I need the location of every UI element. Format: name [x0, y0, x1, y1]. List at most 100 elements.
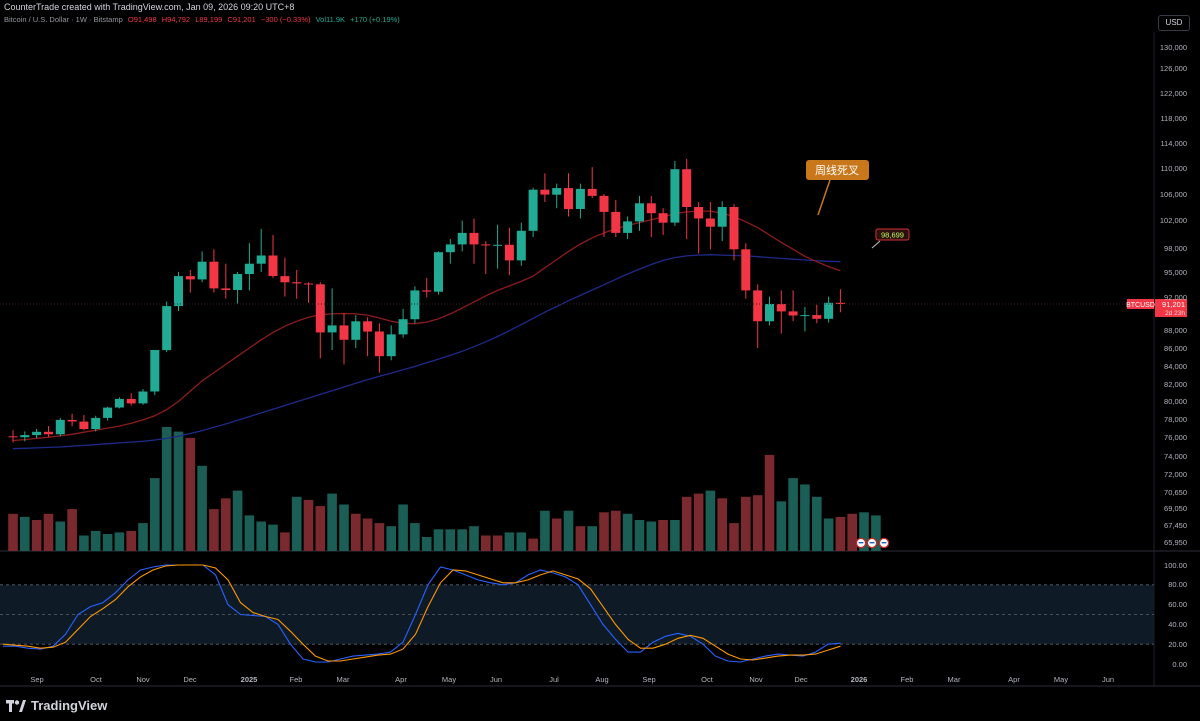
- volume-bar: [185, 437, 196, 552]
- price-axis-label: 92,000: [1164, 293, 1187, 302]
- volume-bar: [31, 520, 42, 551]
- volume-bar: [410, 523, 420, 551]
- candle-body: [599, 195, 609, 212]
- time-axis-label: Mar: [948, 675, 961, 684]
- volume-bar: [835, 516, 846, 551]
- candle-body: [91, 417, 101, 429]
- candle-body: [67, 419, 77, 422]
- price-tag: 91,201: [1162, 300, 1185, 309]
- volume-bar: [587, 526, 597, 551]
- volume-bar: [315, 506, 326, 552]
- price-axis-label: 88,000: [1164, 326, 1187, 335]
- created-by-label: CounterTrade created with TradingView.co…: [4, 2, 295, 12]
- candle-body: [327, 325, 337, 333]
- candle-body: [824, 302, 834, 319]
- volume-bar: [291, 496, 302, 552]
- tradingview-logo[interactable]: TradingView: [6, 698, 107, 713]
- candle-body: [587, 188, 597, 196]
- candle-body: [776, 304, 786, 312]
- candle-body: [398, 319, 408, 335]
- candle-body: [540, 189, 550, 195]
- volume-bar: [670, 520, 680, 551]
- time-axis-label: May: [442, 675, 456, 684]
- time-axis-label: Mar: [337, 675, 350, 684]
- candle-body: [469, 232, 479, 245]
- tradingview-wordmark: TradingView: [31, 698, 108, 713]
- candle-body: [705, 218, 715, 227]
- volume-bar: [788, 478, 798, 551]
- volume-bar: [516, 532, 527, 551]
- volume-bar: [752, 495, 763, 551]
- time-axis-label: Dec: [794, 675, 808, 684]
- ma-value-tag: 98,699: [881, 231, 904, 240]
- candle-body: [682, 169, 692, 207]
- volume-bar: [102, 534, 113, 552]
- price-axis-label: 76,000: [1164, 433, 1187, 442]
- candle-body: [162, 306, 172, 351]
- volume-bar: [433, 529, 444, 551]
- candle-body: [670, 169, 680, 223]
- candle-body: [233, 274, 243, 290]
- ma-short-line: [12, 210, 841, 442]
- volume-bar: [161, 427, 172, 551]
- candle-body: [244, 263, 254, 274]
- candle-body: [339, 325, 349, 340]
- candle-body: [528, 189, 538, 231]
- volume-bar: [79, 535, 89, 551]
- candle-body: [481, 244, 491, 246]
- price-tag-box: [1155, 299, 1187, 317]
- volume-bar: [280, 532, 290, 551]
- volume-bar: [362, 518, 373, 552]
- legend-volume-change: +170 (+0.19%): [350, 15, 400, 24]
- candle-body: [126, 398, 136, 404]
- volume-bar: [351, 513, 361, 551]
- volume-bar: [114, 532, 125, 551]
- candle-body: [410, 290, 420, 320]
- volume-bar: [90, 530, 101, 552]
- price-axis-label: 78,000: [1164, 415, 1187, 424]
- countdown-tag: 2d 23h: [1165, 310, 1185, 317]
- callout-pointer: [817, 179, 831, 216]
- volume-bar: [575, 526, 586, 551]
- candle-body: [351, 321, 361, 340]
- candle-body: [292, 282, 302, 284]
- candle-body: [457, 232, 467, 245]
- volume-bar: [173, 431, 184, 551]
- candle-body: [185, 276, 195, 280]
- candle-body: [646, 203, 656, 214]
- candle-body: [221, 288, 231, 290]
- currency-button[interactable]: USD: [1158, 15, 1190, 31]
- time-axis-label: Jun: [1102, 675, 1114, 684]
- time-axis-label: Feb: [290, 675, 303, 684]
- price-axis-label: 130,000: [1160, 43, 1187, 52]
- volume-bar: [823, 518, 834, 552]
- candle-body: [79, 421, 89, 429]
- volume-bar: [492, 535, 503, 551]
- candle-body: [103, 407, 113, 418]
- candle-body: [114, 398, 124, 408]
- volume-bar: [859, 512, 869, 552]
- time-axis-label: 2025: [241, 675, 258, 684]
- death-cross-callout: 周线死叉: [806, 160, 869, 216]
- symbol-title[interactable]: Bitcoin / U.S. Dollar · 1W · Bitstamp: [4, 15, 123, 24]
- price-axis-label: 126,000: [1160, 64, 1187, 73]
- volume-bar: [457, 529, 467, 551]
- volume-bar: [705, 490, 716, 552]
- moving-averages: [12, 210, 841, 450]
- candle-body: [434, 252, 443, 292]
- candle-body: [765, 304, 774, 322]
- volume-bar: [268, 524, 278, 551]
- candle-body: [753, 290, 763, 322]
- volume-bar: [20, 516, 30, 551]
- candle-body: [741, 249, 751, 291]
- legend-open: O91,498: [127, 15, 157, 24]
- stoch-axis-label: 60.00: [1168, 600, 1187, 609]
- stoch-axis-label: 0.00: [1172, 660, 1187, 669]
- volume-bar: [646, 521, 657, 551]
- volume-bar: [717, 498, 727, 551]
- candle-body: [575, 188, 585, 209]
- volume-bar: [800, 484, 810, 552]
- volume-bar: [374, 523, 385, 551]
- candle-body: [197, 261, 207, 280]
